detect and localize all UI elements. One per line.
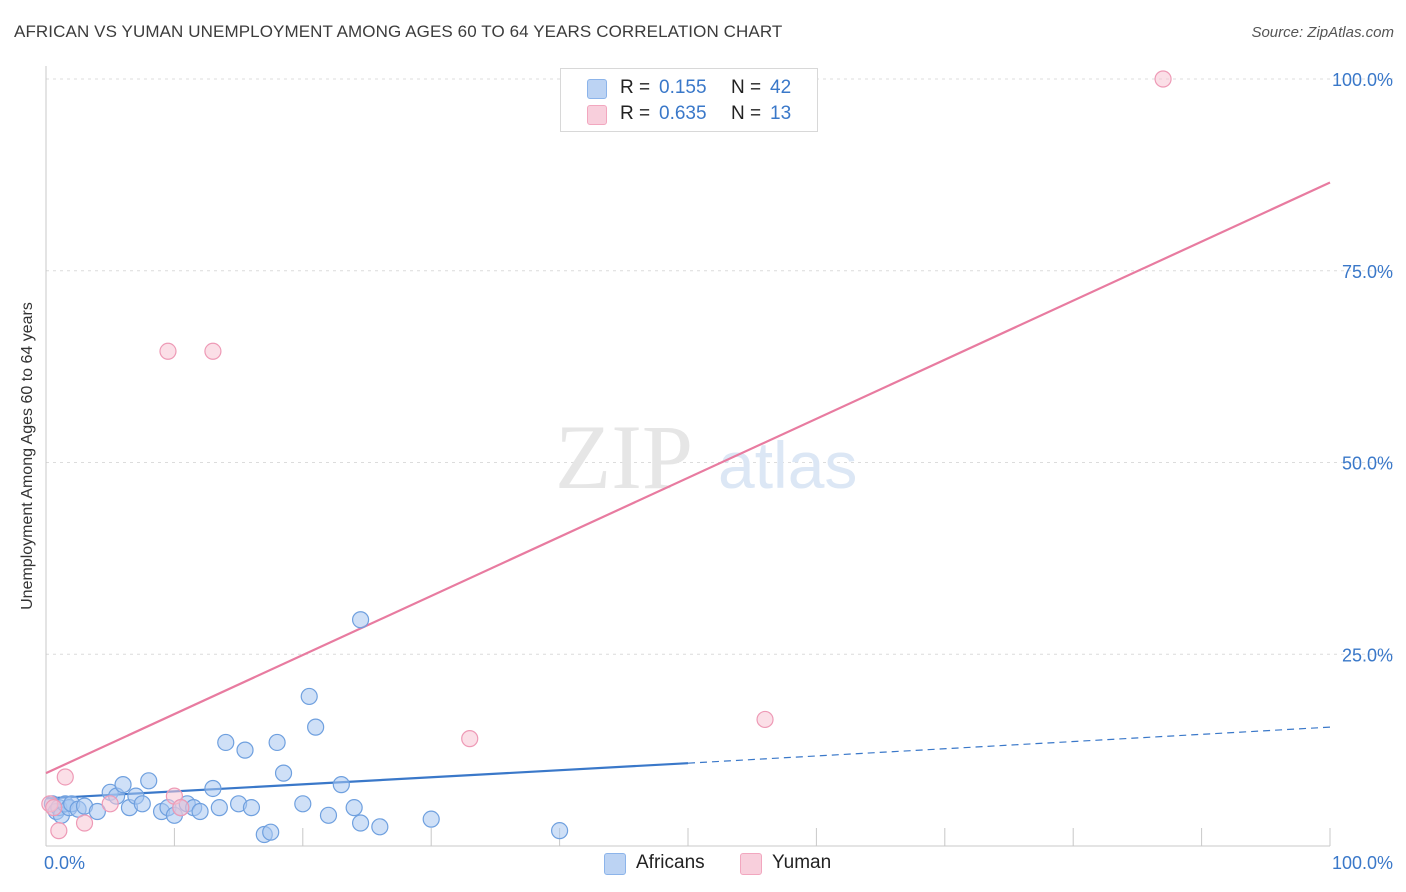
data-point-yuman: [75, 814, 94, 832]
data-point-africans: [268, 733, 286, 752]
data-point-africans: [210, 799, 228, 817]
bottom-legend-label-yuman: Yuman: [772, 852, 832, 873]
data-point-africans: [274, 764, 293, 782]
tick-layer: 25.0% 50.0% 75.0% 100.0% 0.0% 100.0%: [44, 70, 1393, 873]
legend-n-value-africans: 42: [770, 77, 792, 98]
data-point-africans: [294, 795, 312, 813]
legend-n-label: N =: [731, 77, 762, 98]
watermark: ZIP atlas: [555, 406, 857, 508]
bottom-legend-label-africans: Africans: [636, 852, 705, 873]
chart-title: AFRICAN VS YUMAN UNEMPLOYMENT AMONG AGES…: [14, 22, 783, 41]
data-point-yuman: [204, 342, 222, 360]
legend-swatch-africans: [587, 79, 607, 99]
legend-r-value-yuman: 0.635: [659, 103, 707, 124]
data-point-africans: [262, 823, 280, 841]
data-point-africans: [351, 814, 370, 832]
trend-line-africans: [45, 762, 689, 800]
data-point-africans: [140, 772, 158, 790]
watermark-atlas: atlas: [718, 428, 857, 502]
y-tick-label: 50.0%: [1342, 454, 1393, 474]
data-point-africans: [191, 802, 209, 821]
y-axis-label: Unemployment Among Ages 60 to 64 years: [19, 302, 36, 610]
legend: R = 0.155 N = 42 R = 0.635 N = 13: [560, 68, 818, 132]
watermark-zip: ZIP: [555, 406, 693, 508]
bottom-legend-swatch-yuman: [740, 853, 762, 875]
bottom-legend-swatch-africans: [604, 853, 626, 875]
data-point-africans: [345, 799, 363, 817]
data-point-africans: [114, 776, 132, 794]
y-tick-label: 75.0%: [1342, 262, 1393, 282]
data-point-africans: [217, 733, 235, 752]
y-tick-label: 100.0%: [1332, 70, 1393, 90]
data-point-africans: [422, 810, 440, 828]
data-point-yuman: [101, 795, 119, 813]
data-point-africans: [236, 741, 254, 759]
legend-swatch-yuman: [587, 105, 607, 125]
data-point-africans: [204, 779, 222, 798]
y-tick-label: 25.0%: [1342, 645, 1393, 665]
data-point-africans: [550, 822, 569, 840]
chart-source: Source: ZipAtlas.com: [1251, 24, 1394, 41]
grid-layer: [46, 78, 1394, 655]
x-tick-label: 0.0%: [44, 853, 85, 873]
trend-layer: [45, 181, 1331, 800]
trend-line-yuman: [45, 181, 1331, 775]
data-point-africans: [88, 802, 106, 821]
x-tick-label: 100.0%: [1332, 853, 1393, 873]
data-point-africans: [332, 776, 350, 794]
data-point-africans: [319, 806, 338, 824]
legend-r-value-africans: 0.155: [659, 77, 707, 98]
data-point-yuman: [1154, 70, 1172, 88]
data-point-yuman: [50, 822, 68, 840]
data-point-yuman: [56, 768, 74, 786]
data-point-yuman: [172, 799, 190, 817]
data-point-africans: [371, 818, 389, 836]
data-point-yuman: [45, 799, 63, 817]
data-point-africans: [351, 611, 370, 629]
data-point-africans: [307, 718, 325, 736]
legend-r-label: R =: [620, 103, 651, 124]
legend-n-label: N =: [731, 103, 762, 124]
legend-r-label: R =: [620, 77, 651, 98]
data-point-africans: [242, 799, 261, 817]
data-point-yuman: [756, 710, 774, 729]
data-point-yuman: [461, 730, 479, 748]
legend-n-value-yuman: 13: [770, 103, 792, 124]
data-point-yuman: [159, 342, 177, 360]
points-layer: [41, 70, 1172, 844]
data-point-africans: [300, 687, 318, 706]
trend-line-extension-africans: [687, 726, 1331, 764]
data-point-africans: [133, 795, 151, 813]
